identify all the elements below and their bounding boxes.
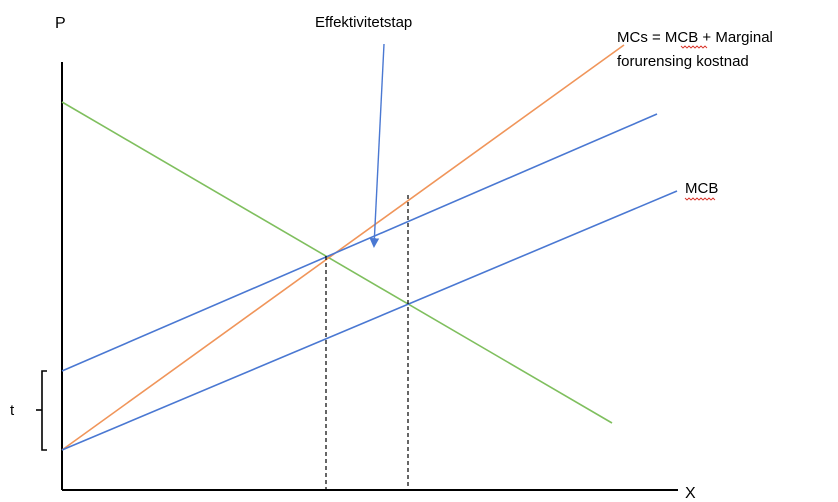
mcs-label-line2: forurensing kostnad <box>617 53 749 70</box>
deadweight-loss-arrow <box>369 43 385 248</box>
mcb-curve <box>61 190 678 451</box>
x-axis-label: X <box>685 485 696 502</box>
tax-label: t <box>10 402 15 419</box>
demand-curve <box>61 101 613 424</box>
deadweight-loss-label: Effektivitetstap <box>315 14 412 31</box>
mcb-plus-tax-curve <box>61 113 658 372</box>
tax-bracket <box>41 370 47 451</box>
spellcheck-underline-mcb-top <box>680 45 708 49</box>
mcb-label: MCB <box>685 180 718 197</box>
mcs-label-line1: MCs = MCB + Marginal <box>617 29 773 46</box>
y-axis-label: P <box>55 15 66 32</box>
mcs-curve <box>61 44 625 451</box>
spellcheck-underline-mcb <box>684 197 716 201</box>
